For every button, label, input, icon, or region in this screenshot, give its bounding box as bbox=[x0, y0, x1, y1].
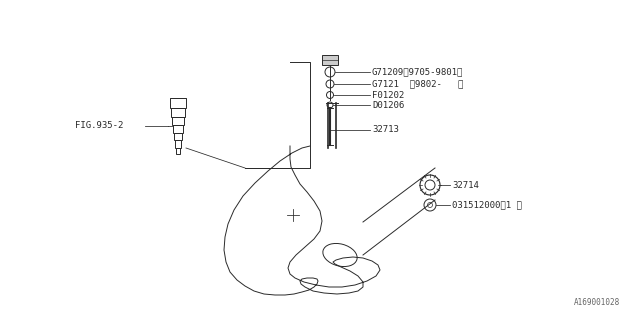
Text: G7121  〈9802-   〉: G7121 〈9802- 〉 bbox=[372, 79, 463, 89]
Text: G71209〈9705-9801〉: G71209〈9705-9801〉 bbox=[372, 68, 463, 76]
Text: 031512000〈1 〉: 031512000〈1 〉 bbox=[452, 201, 522, 210]
Text: F01202: F01202 bbox=[372, 91, 404, 100]
Bar bbox=[170, 98, 186, 108]
Bar bbox=[174, 133, 182, 140]
Bar bbox=[171, 108, 185, 117]
Bar bbox=[176, 148, 180, 154]
Bar bbox=[322, 55, 338, 65]
Text: 32714: 32714 bbox=[452, 180, 479, 189]
Text: A169001028: A169001028 bbox=[573, 298, 620, 307]
Bar bbox=[175, 140, 181, 148]
Text: D01206: D01206 bbox=[372, 100, 404, 109]
Text: 32713: 32713 bbox=[372, 125, 399, 134]
Bar bbox=[172, 117, 184, 125]
Bar bbox=[173, 125, 183, 133]
Text: FIG.935-2: FIG.935-2 bbox=[75, 122, 124, 131]
